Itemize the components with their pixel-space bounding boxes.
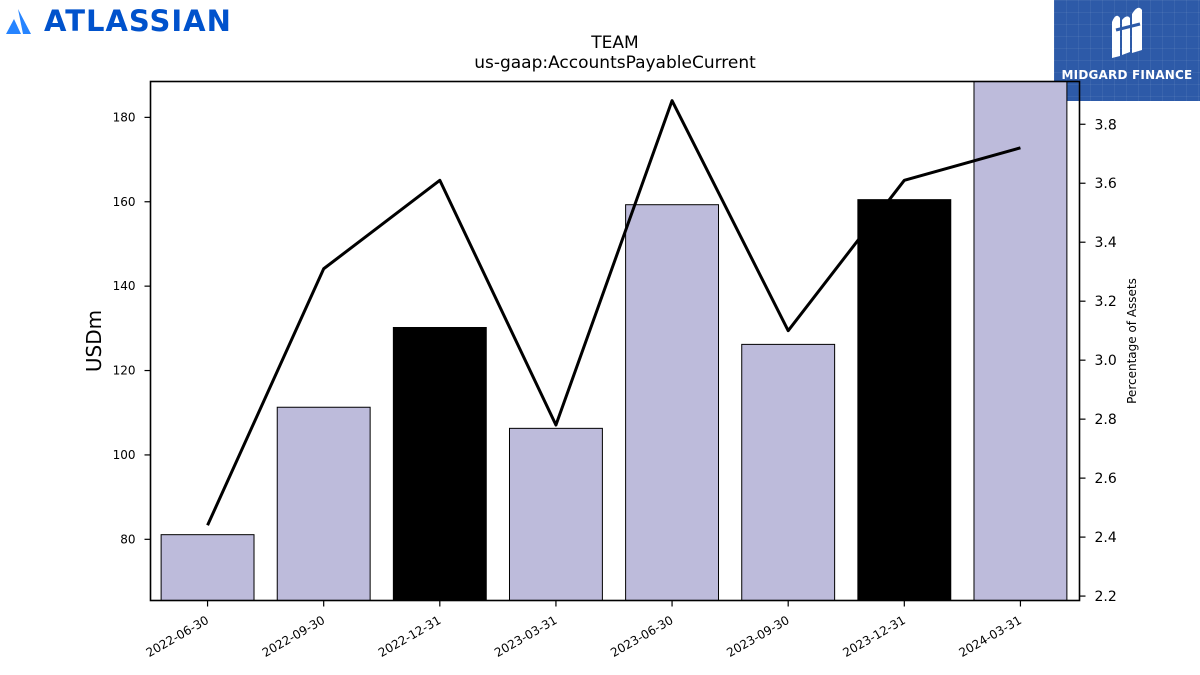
- midgard-finance-logo: MIDGARD FINANCE: [1054, 0, 1200, 101]
- x-tick-label: 2023-06-30: [608, 613, 675, 660]
- y-right-tick-label: 3.6: [1095, 176, 1117, 192]
- y-right-tick-label: 3.2: [1095, 294, 1117, 310]
- midgard-brand-text: MIDGARD FINANCE: [1061, 68, 1193, 82]
- y-tick-label: 100: [113, 448, 136, 462]
- bar-2023-06-30: [625, 204, 720, 602]
- atlassian-wordmark: ATLASSIAN: [44, 4, 232, 38]
- midgard-emblem-icon: [1112, 7, 1142, 58]
- x-tick-label: 2022-06-30: [144, 613, 211, 660]
- bar-series: [160, 81, 1068, 602]
- y-right-tick-label: 2.2: [1095, 589, 1117, 605]
- y-right-tick-label: 2.4: [1095, 530, 1117, 546]
- right-axis: 2.2 2.4 2.6 2.8 3.0 3.2 3.4 3.6 3.8: [1079, 117, 1117, 605]
- line-series: [206, 99, 1021, 526]
- y-right-tick-label: 3.4: [1095, 235, 1117, 251]
- y-right-tick-label: 3.8: [1095, 117, 1117, 133]
- x-axis: 2022-06-30 2022-09-30 2022-12-31 2023-03-31…: [144, 600, 1024, 660]
- y-right-tick-label: 2.8: [1095, 412, 1117, 428]
- atlassian-mark-icon: [6, 9, 31, 34]
- bar-2022-09-30: [276, 406, 371, 601]
- y-axis-right-label: Percentage of Assets: [1125, 278, 1139, 404]
- y-tick-label: 80: [120, 532, 135, 546]
- atlassian-logo: ATLASSIAN: [4, 4, 232, 38]
- percentage-line: [206, 99, 1021, 526]
- y-right-tick-label: 2.6: [1095, 471, 1117, 487]
- x-tick-label: 2023-03-31: [492, 613, 559, 660]
- x-tick-label: 2024-03-31: [957, 613, 1024, 660]
- left-axis: 80 100 120 140 160 180: [113, 110, 151, 546]
- bar-2024-03-31: [973, 81, 1068, 601]
- plot-frame: [149, 80, 1081, 602]
- y-tick-label: 140: [113, 279, 136, 293]
- x-tick-label: 2022-12-31: [376, 613, 443, 660]
- x-tick-label: 2023-12-31: [840, 613, 907, 660]
- x-tick-label: 2022-09-30: [260, 613, 327, 660]
- x-tick-label: 2023-09-30: [724, 613, 791, 660]
- y-tick-label: 160: [113, 195, 136, 209]
- bar-2022-12-31: [392, 326, 487, 601]
- chart-subtitle: us-gaap:AccountsPayableCurrent: [474, 53, 756, 73]
- y-tick-label: 120: [113, 364, 136, 378]
- y-axis-label: USDm: [82, 310, 106, 372]
- bar-2022-06-30: [160, 534, 255, 601]
- bar-2023-03-31: [508, 427, 603, 601]
- bar-2023-09-30: [741, 343, 836, 601]
- y-right-tick-label: 3.0: [1095, 353, 1117, 369]
- y-tick-label: 180: [113, 110, 136, 124]
- chart-title: TEAM: [590, 33, 638, 53]
- bar-2023-12-31: [857, 199, 952, 602]
